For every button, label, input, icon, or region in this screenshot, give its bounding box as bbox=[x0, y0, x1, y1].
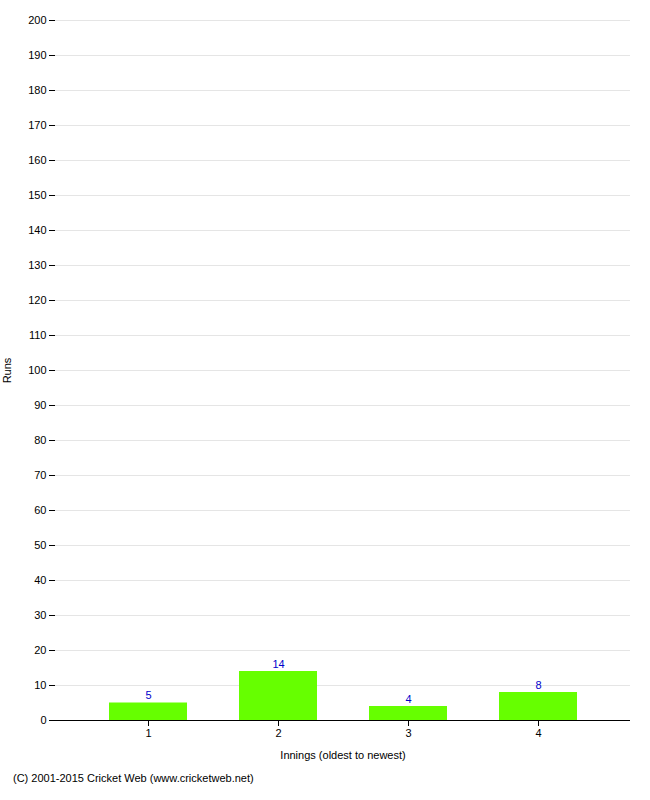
svg-text:4: 4 bbox=[535, 727, 541, 739]
svg-text:70: 70 bbox=[34, 469, 46, 481]
svg-text:110: 110 bbox=[29, 329, 47, 341]
svg-text:200: 200 bbox=[28, 14, 46, 26]
svg-text:130: 130 bbox=[28, 259, 46, 271]
svg-text:140: 140 bbox=[28, 224, 46, 236]
svg-text:5: 5 bbox=[145, 689, 151, 701]
svg-text:60: 60 bbox=[34, 504, 46, 516]
svg-text:3: 3 bbox=[405, 727, 411, 739]
svg-text:1: 1 bbox=[145, 727, 151, 739]
svg-text:90: 90 bbox=[34, 399, 46, 411]
svg-text:50: 50 bbox=[34, 539, 46, 551]
svg-text:0: 0 bbox=[40, 714, 46, 726]
svg-text:190: 190 bbox=[28, 49, 46, 61]
svg-text:160: 160 bbox=[28, 154, 46, 166]
svg-text:8: 8 bbox=[535, 679, 541, 691]
svg-text:170: 170 bbox=[28, 119, 46, 131]
svg-text:150: 150 bbox=[28, 189, 46, 201]
svg-text:100: 100 bbox=[28, 364, 46, 376]
svg-text:80: 80 bbox=[34, 434, 46, 446]
svg-text:4: 4 bbox=[405, 693, 411, 705]
svg-text:2: 2 bbox=[275, 727, 281, 739]
svg-text:180: 180 bbox=[28, 84, 46, 96]
svg-text:120: 120 bbox=[28, 294, 46, 306]
html-text:(C) 2001-2015 Cricket Web (www: (C) 2001-2015 Cricket Web (www.cricketwe… bbox=[13, 772, 254, 784]
svg-text:Runs: Runs bbox=[1, 357, 13, 383]
svg-text:20: 20 bbox=[34, 644, 46, 656]
svg-text:Innings (oldest to newest): Innings (oldest to newest) bbox=[280, 749, 405, 761]
svg-text:10: 10 bbox=[34, 679, 46, 691]
svg-text:14: 14 bbox=[272, 658, 284, 670]
svg-text:30: 30 bbox=[34, 609, 46, 621]
svg-text:40: 40 bbox=[34, 574, 46, 586]
